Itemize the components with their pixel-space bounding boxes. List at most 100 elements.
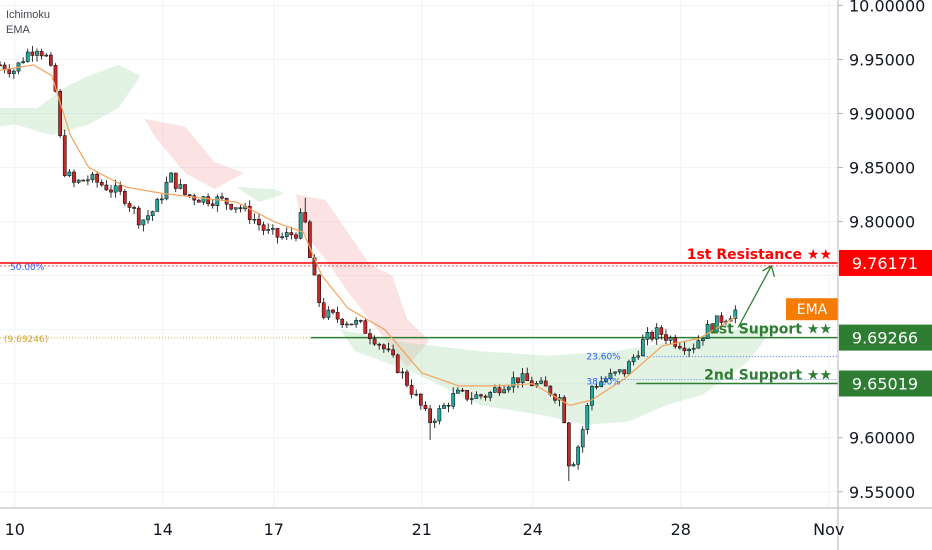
candle-body	[677, 346, 682, 349]
candle-body	[298, 212, 303, 239]
candle-body	[132, 207, 136, 209]
ema-tag: EMA	[786, 298, 838, 321]
candle-body	[284, 232, 289, 237]
candle-body	[99, 182, 104, 186]
support-2-label-price-box: 9.65019	[839, 370, 932, 397]
candle-body	[349, 323, 354, 326]
candle-body	[308, 221, 312, 258]
candle-body	[127, 203, 132, 208]
candle-body	[650, 332, 654, 340]
candle-body	[608, 372, 613, 380]
candle-body	[197, 199, 201, 203]
candle-body	[12, 70, 16, 74]
candle-body	[280, 236, 284, 238]
candle-body	[687, 348, 691, 352]
candle-body	[303, 212, 308, 223]
candle-body	[502, 389, 506, 394]
candle-body	[363, 320, 368, 334]
y-tick-label: 9.60000	[849, 429, 915, 448]
ichimoku-cloud-bull	[236, 187, 285, 203]
candle-body	[483, 395, 488, 398]
ichimoku-cloud-layer	[0, 64, 777, 425]
x-tick-label: 14	[153, 520, 173, 539]
candle-body	[354, 320, 358, 325]
candle-body	[335, 312, 340, 320]
candle-body	[539, 380, 543, 384]
candle-body	[30, 51, 35, 56]
resistance-label-price-box: 9.76171	[839, 249, 932, 276]
candle-body	[317, 274, 321, 303]
candle-body	[321, 302, 326, 318]
candle-body	[104, 184, 109, 191]
fib-23-label: 23.60%	[586, 353, 621, 363]
candle-body	[414, 393, 419, 396]
candle-body	[377, 343, 382, 346]
candle-body	[275, 228, 280, 238]
candle-body	[67, 171, 72, 176]
candle-body	[271, 228, 275, 230]
candle-body	[7, 69, 12, 74]
candle-body	[238, 207, 243, 210]
candle-body	[719, 315, 724, 323]
candle-body	[543, 380, 548, 387]
ichimoku-cloud-bull	[0, 64, 141, 136]
candle-body	[35, 51, 39, 56]
projection-arrow-head	[762, 264, 776, 278]
candle-body	[160, 198, 164, 201]
candle-body	[155, 199, 160, 212]
candle-body	[705, 323, 710, 339]
candle-body	[72, 171, 76, 183]
level-lines-layer	[0, 262, 838, 385]
ichimoku-cloud-bull	[340, 324, 777, 425]
fib-38-label: 38.20%	[586, 378, 621, 388]
ema-tag-bg	[786, 298, 838, 321]
candle-body	[437, 408, 442, 422]
candle-body	[294, 234, 298, 239]
y-tick-label: 9.80000	[849, 213, 915, 232]
candle-body	[562, 397, 567, 424]
candle-body	[733, 309, 738, 319]
x-tick-label: 21	[412, 520, 432, 539]
candle-body	[53, 65, 58, 92]
candle-body	[497, 387, 502, 394]
candle-body	[622, 369, 627, 375]
candle-body	[261, 224, 266, 231]
price-box-bg	[839, 249, 932, 276]
candle-body	[229, 203, 234, 210]
candle-body	[511, 377, 516, 388]
candle-body	[432, 420, 437, 424]
candle-body	[613, 371, 617, 374]
candle-body	[372, 338, 377, 345]
candle-body	[331, 309, 335, 313]
candle-body	[289, 232, 294, 236]
candle-body	[136, 207, 141, 226]
candle-body	[682, 347, 687, 352]
price-box-bg	[839, 370, 932, 397]
candle-body	[178, 184, 183, 189]
candle-body	[460, 389, 465, 392]
candle-body	[62, 135, 67, 176]
candle-body	[386, 348, 391, 351]
candle-body	[215, 196, 220, 206]
candle-body	[488, 392, 493, 398]
candle-body	[118, 185, 123, 192]
candle-body	[247, 205, 252, 220]
candles-layer	[0, 45, 738, 481]
ema-tag-label: EMA	[797, 302, 828, 318]
candle-body	[710, 323, 715, 333]
candle-body	[442, 404, 446, 409]
candle-body	[252, 218, 257, 221]
candle-body	[506, 386, 511, 391]
y-tick-label: 9.55000	[849, 483, 915, 502]
candle-body	[474, 394, 479, 399]
candle-body	[492, 387, 497, 393]
candle-body	[266, 229, 271, 231]
candle-body	[0, 64, 2, 67]
x-tick-label: 17	[264, 520, 284, 539]
candle-body	[395, 354, 400, 373]
candle-body	[192, 195, 197, 201]
candle-body	[571, 464, 576, 467]
candle-body	[44, 54, 49, 57]
